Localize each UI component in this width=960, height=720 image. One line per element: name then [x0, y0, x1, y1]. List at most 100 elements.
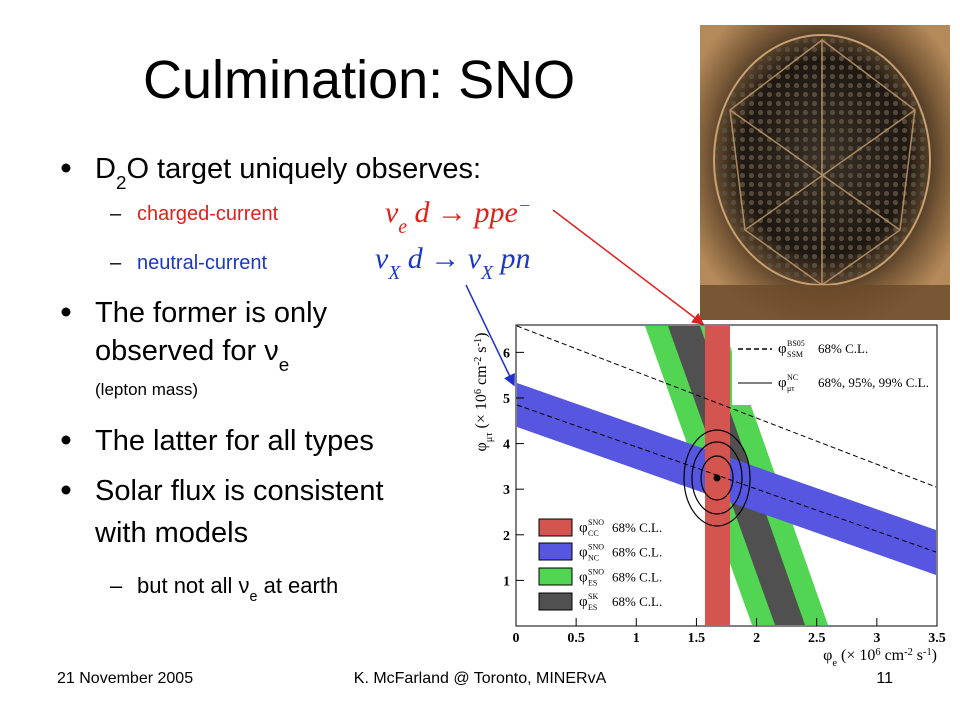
sub-bullet-text: but not all νe at earth	[137, 573, 338, 605]
legend-text: 68% C.L.	[612, 594, 662, 609]
x-axis-label: φe (× 106 cm-2 s-1)	[823, 647, 937, 669]
bullet-text: with models	[94, 517, 248, 549]
bullets: D2O target uniquely observes: – charged-…	[61, 153, 481, 605]
flux-plot	[515, 324, 938, 627]
dash: –	[110, 573, 123, 598]
bullet-text: D2O target uniquely observes:	[95, 153, 481, 193]
sub-bullet-text: neutral-current	[137, 252, 268, 274]
dash: –	[110, 252, 122, 274]
x-tick-label: 3.5	[928, 631, 946, 646]
legend-symbol: φ	[579, 569, 588, 585]
legend-symbol: φ	[579, 520, 588, 536]
text-part: e	[250, 589, 258, 605]
legend-text: 68% C.L.	[612, 520, 662, 535]
text-part: pn	[493, 242, 531, 275]
x-tick-label: 2	[753, 631, 760, 646]
text-part: The former is only	[95, 297, 328, 329]
text-part: μτ	[484, 433, 495, 443]
text-part: observed for	[95, 335, 264, 367]
text-part: D	[95, 153, 116, 185]
text-part: -1	[473, 338, 484, 347]
legend-text: 68% C.L.	[612, 545, 662, 560]
y-tick-label: 1	[503, 574, 510, 589]
text-part: at earth	[257, 573, 338, 598]
y-tick-label: 6	[503, 346, 510, 361]
x-tick-label: 2.5	[808, 631, 826, 646]
text-part: φ	[823, 647, 832, 664]
text-part: e	[398, 217, 407, 238]
text-part: )	[473, 333, 490, 338]
legend-symbol: φ	[778, 341, 787, 357]
equation: νe d → ppe−	[385, 196, 531, 238]
text-part: cm	[881, 647, 905, 664]
legend-sub: NC	[588, 554, 599, 563]
y-tick-label: 3	[503, 483, 510, 498]
text-part: s	[473, 347, 490, 357]
footer-date: 21 November 2005	[57, 670, 193, 687]
legend-sub: μτ	[787, 384, 795, 393]
text-part: X	[480, 263, 494, 284]
bullet-note: (lepton mass)	[95, 380, 198, 399]
text-part: -2	[473, 357, 484, 366]
text-part: e	[279, 354, 289, 375]
x-tick-label: 0	[513, 631, 520, 646]
text-part: -2	[904, 647, 913, 658]
page-number: 11	[876, 670, 893, 687]
x-tick-label: 1.5	[688, 631, 706, 646]
text-part: ν	[264, 335, 279, 367]
text-part: φ	[473, 442, 490, 451]
legend-sub: ES	[588, 603, 597, 612]
text-part: cm	[473, 365, 490, 389]
bullet-text: Solar flux is consistent	[95, 475, 384, 507]
footer-author: K. McFarland @ Toronto, MINERvA	[354, 670, 607, 687]
legend-sub: SSM	[787, 350, 803, 359]
legend-text: 68% C.L.	[612, 569, 662, 584]
detector-photo	[700, 25, 950, 320]
text-part: (× 10	[473, 394, 490, 432]
text-part: X	[387, 263, 401, 284]
text-part: The latter for all types	[95, 425, 374, 457]
text-part: charged-current	[137, 203, 279, 225]
text-part: 6	[875, 647, 880, 658]
text-part: Solar flux is consistent	[95, 475, 384, 507]
legend-sup: NC	[787, 373, 798, 382]
legend-sup: SNO	[588, 543, 604, 552]
x-tick-label: 3	[873, 631, 880, 646]
text-part: O target uniquely observes:	[126, 153, 481, 185]
text-part: with models	[94, 517, 248, 549]
text-part: -1	[923, 647, 932, 658]
x-tick-label: 1	[633, 631, 640, 646]
y-tick-label: 4	[503, 438, 510, 453]
legend-text: 68%, 95%, 99% C.L.	[818, 375, 929, 390]
y-tick-label: 5	[503, 392, 510, 407]
text-part: (× 10	[837, 647, 875, 664]
slide-title: Culmination: SNO	[143, 50, 575, 110]
text-part: 6	[473, 389, 484, 394]
legend-sup: BS05	[787, 339, 805, 348]
text-part: d → ppe	[407, 196, 518, 229]
text-part: neutral-current	[137, 252, 268, 274]
legend-symbol: φ	[579, 545, 588, 561]
equation: νX d → νX pn	[375, 242, 531, 284]
legend-text: 68% C.L.	[818, 341, 868, 356]
legend-sub: ES	[588, 578, 597, 587]
legend-symbol: φ	[778, 375, 787, 391]
y-axis-label: φμτ (× 106 cm-2 s-1)	[473, 333, 495, 452]
text-part: e	[832, 658, 837, 669]
legend-sup: SK	[588, 592, 598, 601]
text-part: )	[932, 647, 937, 664]
bullet-text: The latter for all types	[95, 425, 374, 457]
bullet-text: The former is only	[95, 297, 328, 329]
text-part: but not all	[137, 573, 239, 598]
legend-symbol: φ	[579, 594, 588, 610]
legend-sub: CC	[588, 529, 599, 538]
arrow	[465, 284, 515, 387]
dash: –	[110, 203, 122, 225]
y-tick-label: 2	[503, 529, 510, 544]
arrow	[552, 209, 705, 325]
text-part: ν	[239, 573, 250, 598]
bullet-text: observed for νe	[95, 335, 289, 375]
text-part: 2	[116, 172, 126, 193]
text-part: −	[518, 196, 531, 217]
